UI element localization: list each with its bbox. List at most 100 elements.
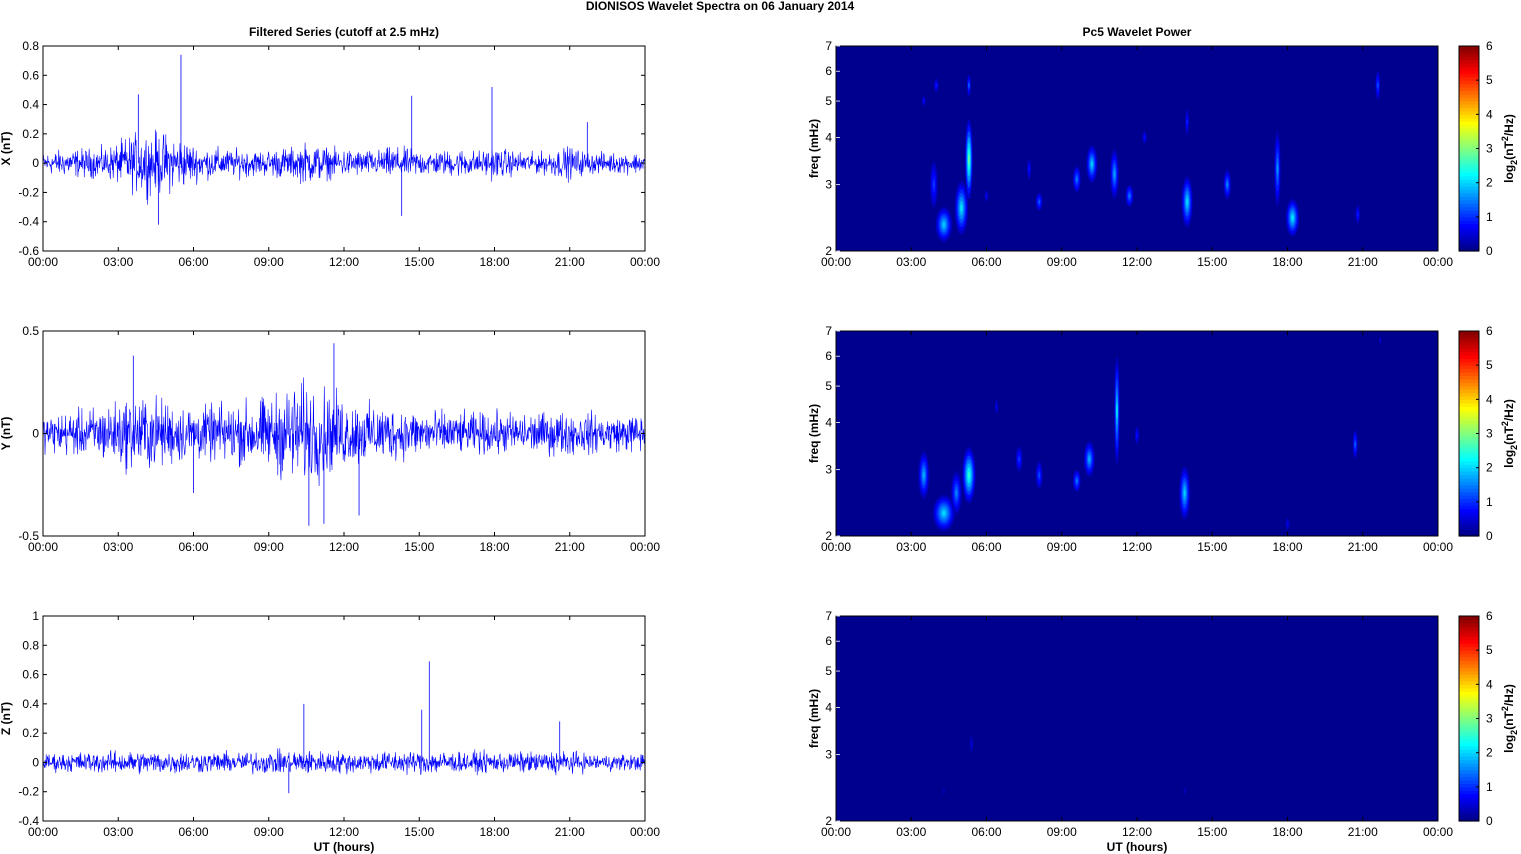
colorbar-swatch (1459, 97, 1479, 102)
colorbar-tick-label: 2 (1486, 746, 1493, 760)
colorbar-swatch (1459, 372, 1479, 377)
y-tick-label: 6 (825, 634, 832, 648)
colorbar-swatch (1459, 110, 1479, 115)
colorbar-tick-label: 1 (1486, 780, 1493, 794)
power-blob (1075, 479, 1078, 483)
colorbar-swatch (1459, 633, 1479, 638)
colorbar-swatch (1459, 694, 1479, 699)
y-axis-label: Y (nT) (0, 417, 13, 451)
colorbar-swatch (1459, 525, 1479, 530)
colorbar-swatch (1459, 80, 1479, 85)
colorbar-swatch (1459, 247, 1479, 252)
colorbar-swatch (1459, 450, 1479, 455)
colorbar-swatch (1459, 786, 1479, 791)
colorbar-swatch (1459, 780, 1479, 785)
colorbar-swatch (1459, 348, 1479, 353)
x-tick-label: 12:00 (329, 255, 359, 269)
colorbar-swatch (1459, 691, 1479, 696)
y-tick-label: 0.8 (22, 638, 39, 652)
colorbar-swatch (1459, 718, 1479, 723)
colorbar-swatch (1459, 49, 1479, 54)
y-tick-label: -0.2 (18, 785, 39, 799)
series-trace (43, 377, 645, 487)
power-blob (922, 100, 925, 103)
colorbar-swatch (1459, 622, 1479, 627)
colorbar-swatch (1459, 395, 1479, 400)
colorbar-tick-label: 0 (1486, 814, 1493, 828)
colorbar-swatch (1459, 793, 1479, 798)
colorbar-swatch (1459, 749, 1479, 754)
power-blob (1090, 161, 1093, 167)
x-axis-label: UT (hours) (1107, 840, 1168, 854)
power-blob (942, 222, 946, 228)
x-tick-label: 03:00 (896, 825, 926, 839)
power-blob (1128, 194, 1131, 198)
colorbar-swatch (1459, 725, 1479, 730)
colorbar-swatch (1459, 90, 1479, 95)
colorbar-swatch (1459, 454, 1479, 459)
colorbar-swatch (1459, 512, 1479, 517)
x-tick-label: 12:00 (329, 540, 359, 554)
x-tick-label: 00:00 (821, 825, 851, 839)
x-tick-label: 00:00 (28, 825, 58, 839)
colorbar-swatch (1459, 619, 1479, 624)
power-blob (1088, 456, 1091, 462)
colorbar-swatch (1459, 389, 1479, 394)
colorbar-tick-label: 2 (1486, 176, 1493, 190)
x-tick-label: 09:00 (254, 540, 284, 554)
power-blob (967, 153, 970, 166)
x-tick-label: 12:00 (1122, 255, 1152, 269)
wavelet-panel-3: 7 6 5 4 3 2 freq (mHz) 00:00 03:00 06:00 09:00 12:0… (807, 609, 1519, 854)
figure-title: DIONISOS Wavelet Spectra on 06 January 2… (586, 0, 855, 13)
power-blob (967, 471, 970, 480)
colorbar-swatch (1459, 474, 1479, 479)
colorbar-tick-label: 6 (1486, 324, 1493, 338)
colorbar-swatch (1459, 701, 1479, 706)
colorbar-swatch (1459, 660, 1479, 665)
y-tick-label: 6 (825, 64, 832, 78)
colorbar-swatch (1459, 117, 1479, 122)
x-tick-label: 03:00 (896, 540, 926, 554)
colorbar-swatch (1459, 416, 1479, 421)
power-blob (942, 790, 945, 793)
x-tick-label: 15:00 (1197, 540, 1227, 554)
colorbar-swatch (1459, 814, 1479, 819)
x-tick-label: 03:00 (103, 825, 133, 839)
x-tick-label: 00:00 (28, 540, 58, 554)
x-tick-label: 09:00 (1047, 825, 1077, 839)
colorbar-swatch (1459, 443, 1479, 448)
x-tick-label: 00:00 (28, 255, 58, 269)
power-blob (1113, 170, 1116, 178)
colorbar-tick-label: 4 (1486, 677, 1493, 691)
colorbar-label: log2(nT2/Hz) (1500, 684, 1519, 753)
x-tick-label: 09:00 (254, 825, 284, 839)
colorbar-swatch (1459, 501, 1479, 506)
x-tick-label: 12:00 (1122, 540, 1152, 554)
colorbar-swatch (1459, 803, 1479, 808)
y-tick-label: 0 (32, 427, 39, 441)
colorbar-swatch (1459, 460, 1479, 465)
x-tick-label: 00:00 (821, 255, 851, 269)
colorbar-swatch (1459, 759, 1479, 764)
colorbar-swatch (1459, 233, 1479, 238)
colorbar-swatch (1459, 643, 1479, 648)
colorbar-tick-label: 1 (1486, 210, 1493, 224)
colorbar-tick-label: 4 (1486, 107, 1493, 121)
power-blob (922, 471, 925, 479)
colorbar-swatch (1459, 155, 1479, 160)
x-tick-label: 09:00 (1047, 255, 1077, 269)
colorbar-swatch (1459, 776, 1479, 781)
y-tick-label: -0.6 (18, 244, 39, 258)
colorbar-swatch (1459, 704, 1479, 709)
colorbar-swatch (1459, 210, 1479, 215)
colorbar-swatch (1459, 498, 1479, 503)
colorbar-tick-label: 6 (1486, 39, 1493, 53)
wavelet-panel-2: 7 6 5 4 3 2 freq (mHz) 00:00 03:00 06:00 09:00 12:0… (807, 324, 1519, 554)
x-tick-label: 18:00 (1272, 540, 1302, 554)
x-axis-label: UT (hours) (314, 840, 375, 854)
x-tick-label: 09:00 (254, 255, 284, 269)
x-tick-label: 00:00 (1423, 540, 1453, 554)
colorbar-swatch (1459, 762, 1479, 767)
colorbar-swatch (1459, 646, 1479, 651)
heatmap-cells (942, 735, 1186, 796)
